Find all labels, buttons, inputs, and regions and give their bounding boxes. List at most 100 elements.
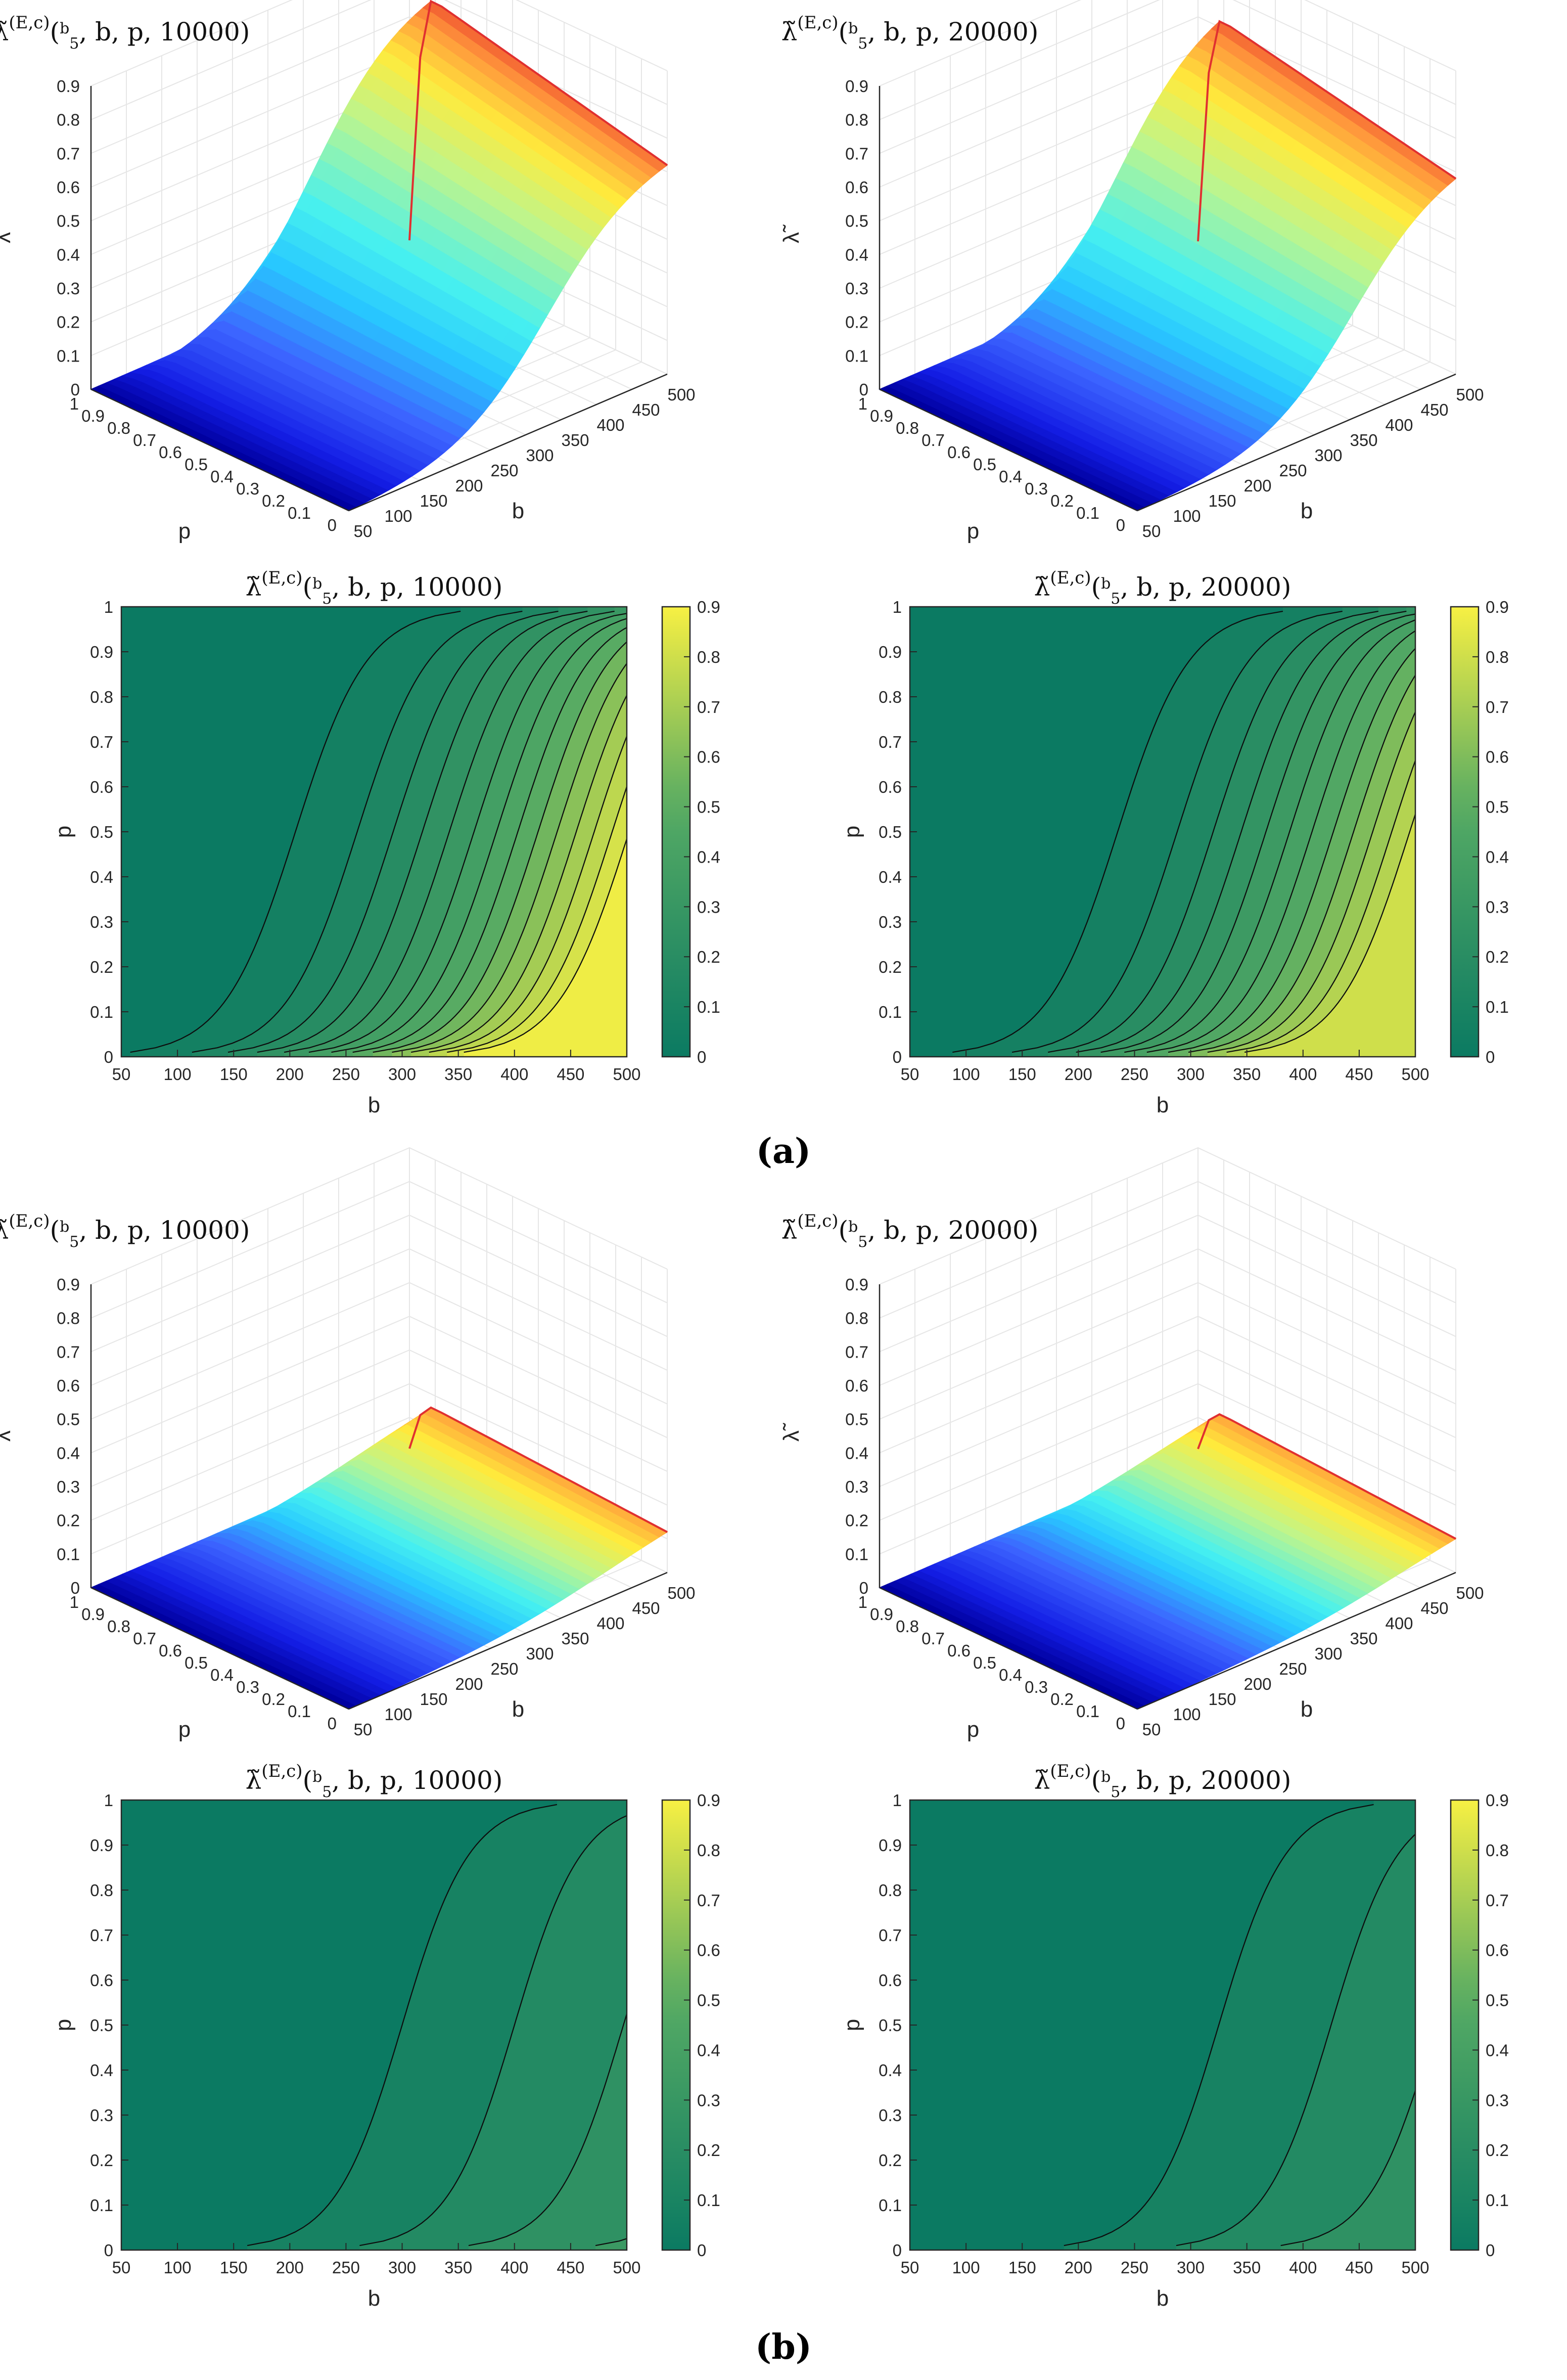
y-tick-label: 0.1	[90, 2196, 113, 2215]
colorbar-tick-label: 0.1	[697, 2191, 720, 2210]
x-tick-label: 50	[112, 2258, 131, 2277]
title-args-suffix: , b, p, 10000)	[332, 572, 502, 602]
colorbar-tick-label: 0.2	[1486, 2141, 1509, 2160]
title-args-prefix: (	[839, 1216, 849, 1245]
y-tick-label: 0.8	[879, 688, 902, 706]
title-superscript: (E,c)	[1050, 1761, 1091, 1781]
z-tick-label: 0.3	[845, 1477, 868, 1496]
z-tick-label: 0.6	[845, 1376, 868, 1395]
b-tick-label: 100	[1173, 1705, 1201, 1724]
b-tick-label: 150	[1208, 1690, 1236, 1709]
p-tick-label: 0.3	[1025, 479, 1048, 498]
title-main: λ̃	[1034, 1766, 1050, 1795]
y-tick-label: 0	[893, 2241, 902, 2260]
p-axis-label: p	[178, 519, 191, 544]
z-tick-label: 0.9	[845, 1275, 868, 1294]
colorbar-tick-label: 0.8	[697, 648, 720, 666]
title-args-prefix: (	[303, 572, 313, 602]
b-tick-label: 350	[1350, 431, 1377, 450]
p-tick-label: 0.6	[947, 443, 971, 462]
z-tick-label: 0.2	[57, 1511, 80, 1530]
title-frac-num: b	[1101, 1768, 1111, 1786]
title-frac-num: b	[1101, 575, 1111, 593]
b-axis-label: b	[1301, 499, 1313, 523]
y-tick-label: 0.3	[90, 2106, 113, 2125]
z-tick-label: 0.2	[57, 313, 80, 332]
x-tick-label: 100	[952, 2258, 980, 2277]
title-args-suffix: , b, p, 20000)	[867, 1216, 1038, 1245]
colorbar-tick-label: 0.7	[697, 1891, 720, 1910]
title-frac-num: b	[60, 1218, 69, 1236]
title-frac-num: b	[312, 1768, 322, 1786]
colorbar-tick-label: 0.3	[1486, 2091, 1509, 2109]
title-main: λ̃	[781, 1216, 798, 1245]
surface-mesh	[90, 0, 668, 511]
x-tick-label: 400	[1289, 1065, 1317, 1084]
z-tick-label: 0.5	[57, 212, 80, 231]
z-tick-label: 0.4	[845, 245, 868, 264]
p-tick-label: 0.1	[1076, 504, 1099, 522]
x-tick-label: 100	[164, 2258, 192, 2277]
z-tick-label: 0.4	[845, 1444, 868, 1462]
p-tick-label: 0.4	[999, 1666, 1022, 1684]
x-tick-label: 300	[1177, 1065, 1205, 1084]
y-tick-label: 0.9	[879, 643, 902, 661]
p-tick-label: 0.7	[921, 431, 945, 450]
p-tick-label: 0.5	[185, 1653, 208, 1672]
y-tick-label: 0.8	[90, 688, 113, 706]
b-tick-label: 150	[420, 1690, 447, 1709]
x-tick-label: 250	[1121, 1065, 1148, 1084]
colorbar-tick-label: 0.7	[1486, 1891, 1509, 1910]
z-tick-label: 0	[71, 1579, 80, 1597]
y-tick-label: 0.4	[879, 868, 902, 886]
p-tick-label: 0.2	[1050, 1690, 1074, 1709]
b-tick-label: 500	[667, 385, 695, 404]
y-tick-label: 0.5	[879, 823, 902, 841]
colorbar-tick-label: 0.6	[697, 1941, 720, 1960]
title-args-suffix: , b, p, 20000)	[867, 17, 1038, 47]
title-main: λ̃	[781, 17, 798, 47]
x-tick-label: 200	[1065, 2258, 1092, 2277]
title-frac-den: 5	[1111, 1783, 1120, 1801]
p-tick-label: 0.3	[236, 479, 259, 498]
p-tick-label: 0.8	[107, 419, 130, 437]
contour-plot-a-contour-20000: 50 100 150 200 250 300 350 400 450 50000.10.20.30…	[840, 568, 1509, 1117]
b-tick-label: 200	[455, 1675, 483, 1693]
y-tick-label: 0.4	[90, 868, 113, 886]
b-tick-label: 250	[490, 461, 518, 480]
x-axis-label: b	[1157, 2286, 1169, 2311]
y-tick-label: 0.7	[879, 1926, 902, 1945]
y-tick-label: 0.1	[90, 1003, 113, 1021]
y-tick-label: 1	[893, 598, 902, 616]
p-tick-label: 0.2	[262, 491, 285, 510]
x-tick-label: 200	[276, 2258, 304, 2277]
y-tick-label: 0.6	[879, 1971, 902, 1990]
b-tick-label: 500	[1456, 385, 1484, 404]
z-tick-label: 0.1	[57, 1545, 80, 1563]
y-tick-label: 0.9	[879, 1836, 902, 1855]
z-tick-label: 0.1	[57, 346, 80, 365]
title-frac-den: 5	[69, 1233, 79, 1251]
y-tick-label: 0.3	[879, 2106, 902, 2125]
y-tick-label: 0.8	[90, 1881, 113, 1900]
y-tick-label: 0.9	[90, 1836, 113, 1855]
title-superscript: (E,c)	[9, 13, 50, 33]
p-tick-label: 0.6	[159, 443, 182, 462]
b-tick-label: 300	[526, 1644, 554, 1663]
p-tick-label: 0.8	[896, 1617, 919, 1636]
x-tick-label: 150	[1008, 1065, 1036, 1084]
p-tick-label: 0	[328, 516, 337, 534]
y-axis-label: p	[51, 2019, 76, 2031]
b-tick-label: 50	[354, 522, 373, 541]
colorbar-tick-label: 0.6	[1486, 748, 1509, 767]
p-axis-label: p	[178, 1717, 191, 1742]
b-tick-label: 350	[561, 1629, 589, 1648]
b-tick-label: 450	[632, 400, 660, 419]
b-tick-label: 300	[526, 446, 554, 465]
x-tick-label: 250	[1121, 2258, 1148, 2277]
b-axis-line	[348, 373, 668, 512]
x-tick-label: 200	[276, 1065, 304, 1084]
b-tick-label: 450	[1420, 400, 1448, 419]
p-tick-label: 0.9	[81, 1605, 105, 1624]
x-tick-label: 350	[444, 2258, 472, 2277]
